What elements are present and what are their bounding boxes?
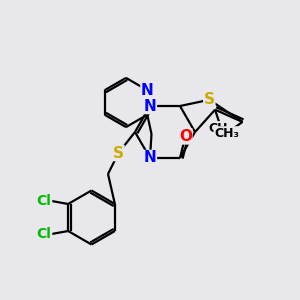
Text: CH₃: CH₃: [208, 122, 234, 135]
Text: Cl: Cl: [37, 227, 52, 241]
Text: N: N: [144, 98, 156, 113]
Text: S: S: [204, 92, 215, 107]
Text: N: N: [141, 83, 154, 98]
Text: O: O: [179, 129, 192, 144]
Text: CH₃: CH₃: [214, 127, 239, 140]
Text: Cl: Cl: [37, 194, 52, 208]
Text: S: S: [113, 146, 124, 160]
Text: N: N: [144, 151, 156, 166]
